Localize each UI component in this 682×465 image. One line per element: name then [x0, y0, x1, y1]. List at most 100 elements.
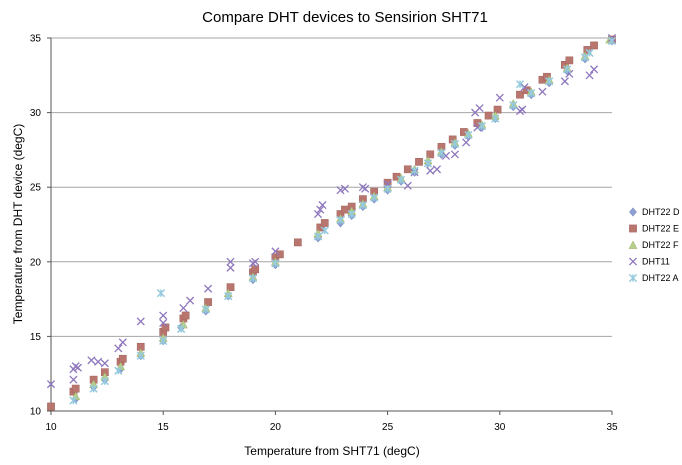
x-tick-label: 15 [158, 422, 170, 433]
data-point [415, 157, 423, 166]
data-point [114, 344, 123, 353]
legend-label: DHT22 D [642, 207, 680, 217]
data-point [276, 250, 284, 259]
data-point [426, 150, 435, 159]
data-point [251, 257, 260, 266]
x-tick-label: 30 [494, 422, 506, 433]
data-point [320, 219, 329, 227]
y-axis-title: Temperature from DHT device (degC) [11, 124, 25, 325]
data-point [545, 77, 554, 86]
data-point [136, 317, 145, 326]
data-point [585, 48, 594, 58]
data-point [69, 396, 78, 405]
legend-label: DHT22 F [642, 240, 679, 250]
data-point [589, 65, 599, 74]
y-tick-labels: 10 15 20 25 30 35 [30, 34, 42, 418]
series-dht22-a [69, 36, 617, 405]
data-point [271, 247, 280, 256]
legend-label: DHT22 A [642, 273, 679, 283]
data-point [396, 175, 406, 184]
data-point [340, 184, 350, 193]
x-tick-label: 25 [382, 422, 394, 433]
data-point [464, 130, 473, 140]
data-point [403, 165, 412, 174]
y-tick-label: 20 [30, 257, 42, 268]
data-points [46, 33, 617, 411]
data-point [313, 232, 323, 241]
data-point [607, 36, 617, 46]
data-point [313, 209, 323, 219]
legend-marker [629, 224, 637, 233]
data-point [69, 375, 78, 384]
data-point [426, 166, 435, 175]
data-point [361, 184, 370, 193]
data-point [136, 351, 145, 360]
data-point [94, 357, 103, 366]
data-point [515, 80, 525, 89]
data-point [491, 114, 500, 123]
data-point [336, 186, 345, 195]
data-point [118, 354, 127, 363]
data-point [181, 311, 190, 320]
data-point [410, 166, 419, 175]
data-point [370, 193, 379, 202]
data-point [71, 362, 80, 371]
data-point [441, 151, 451, 160]
data-point [156, 289, 166, 298]
legend-marker [629, 207, 637, 217]
data-point [114, 366, 123, 375]
data-point [450, 139, 460, 149]
data-point [347, 209, 356, 219]
series-dht11 [46, 33, 617, 389]
legend-label: DHT22 E [642, 224, 679, 234]
x-axis-title: Temperature from SHT71 (degC) [244, 444, 419, 458]
data-point [159, 336, 168, 346]
data-point [226, 283, 235, 292]
data-point [423, 159, 433, 168]
data-point [204, 298, 212, 306]
data-point [320, 226, 329, 235]
data-point [518, 105, 527, 114]
data-point [251, 265, 260, 274]
data-point [248, 274, 258, 283]
data-point [201, 305, 210, 314]
data-point [484, 111, 493, 120]
x-tick-label: 10 [45, 422, 57, 433]
data-point [475, 104, 484, 113]
data-point [437, 148, 446, 158]
data-point [336, 215, 345, 225]
data-point [316, 223, 325, 232]
data-point [538, 87, 547, 96]
data-point [100, 359, 109, 368]
y-tick-label: 15 [30, 332, 42, 343]
data-point [562, 65, 572, 74]
legend-marker [628, 240, 638, 249]
y-tick-label: 35 [30, 34, 42, 45]
data-point [293, 238, 302, 247]
data-point [204, 284, 213, 293]
data-point [318, 201, 327, 210]
data-point [46, 380, 56, 389]
legend: DHT22 D DHT22 E DHT22 F DHT11 DHT22 A [628, 207, 680, 283]
data-point [271, 259, 280, 268]
data-point [516, 90, 524, 99]
data-point [159, 318, 168, 328]
data-point [462, 138, 471, 147]
chart-title: Compare DHT devices to Sensirion SHT71 [202, 9, 488, 26]
data-point [226, 263, 235, 272]
data-point [341, 205, 349, 214]
gridlines [51, 37, 612, 337]
data-point [495, 93, 504, 102]
data-point [509, 101, 518, 110]
y-tick-label: 25 [30, 183, 42, 194]
data-point [527, 89, 536, 98]
data-point [177, 324, 186, 334]
data-point [450, 150, 459, 159]
x-tick-label: 20 [270, 422, 282, 433]
series-dht22-d [71, 36, 616, 404]
data-point [224, 291, 233, 301]
y-tick-label: 10 [30, 407, 42, 418]
data-point [590, 41, 598, 50]
